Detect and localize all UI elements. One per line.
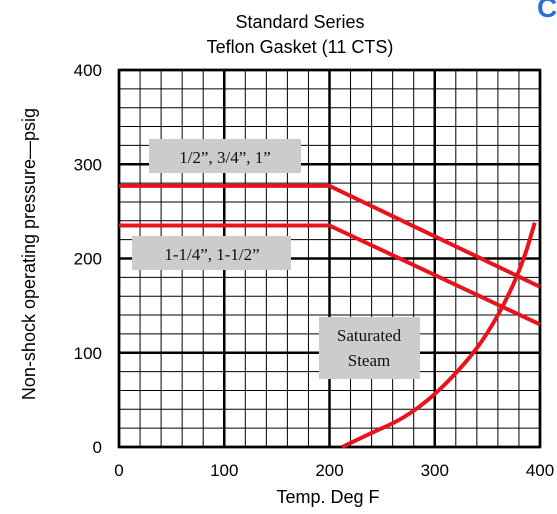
y-tick-label: 100 bbox=[74, 344, 102, 363]
y-tick-label: 0 bbox=[93, 438, 102, 457]
steam-label-line-1: Saturated bbox=[337, 326, 402, 345]
series-label-box-small-sizes: 1/2”, 3/4”, 1” bbox=[149, 139, 301, 173]
x-tick-label: 0 bbox=[114, 461, 123, 480]
y-tick-label: 400 bbox=[74, 61, 102, 80]
x-tick-label: 400 bbox=[526, 461, 554, 480]
label-box-bg-3 bbox=[319, 317, 420, 379]
series-label-small-sizes: 1/2”, 3/4”, 1” bbox=[179, 148, 271, 167]
x-tick-label: 200 bbox=[315, 461, 343, 480]
plot-frame bbox=[117, 68, 542, 449]
x-tick-label: 300 bbox=[421, 461, 449, 480]
chart-subtitle: Teflon Gasket (11 CTS) bbox=[207, 37, 394, 57]
series-label-box-large-sizes: 1-1/4”, 1-1/2” bbox=[132, 236, 291, 270]
tick-labels: 0 100 200 300 400 0 100 200 300 400 bbox=[74, 61, 555, 480]
series-label-box-steam: Saturated Steam bbox=[319, 317, 420, 379]
x-tick-label: 100 bbox=[210, 461, 238, 480]
y-axis-label: Non-shock operating pressure—psig bbox=[19, 108, 39, 400]
y-tick-label: 200 bbox=[74, 250, 102, 269]
label-box-bg-1 bbox=[149, 139, 301, 173]
x-axis-label: Temp. Deg F bbox=[276, 487, 379, 507]
cropped-corner-logo-letter: C bbox=[537, 0, 557, 23]
series-line-3 bbox=[341, 222, 537, 449]
label-box-bg-2 bbox=[132, 236, 291, 270]
y-tick-label: 300 bbox=[74, 155, 102, 174]
chart-title: Standard Series bbox=[235, 12, 364, 32]
series-line-1 bbox=[119, 183, 541, 289]
series-line-2 bbox=[119, 223, 541, 327]
series-lines bbox=[119, 183, 541, 449]
steam-label-line-2: Steam bbox=[348, 351, 391, 370]
series-label-large-sizes: 1-1/4”, 1-1/2” bbox=[164, 245, 259, 264]
